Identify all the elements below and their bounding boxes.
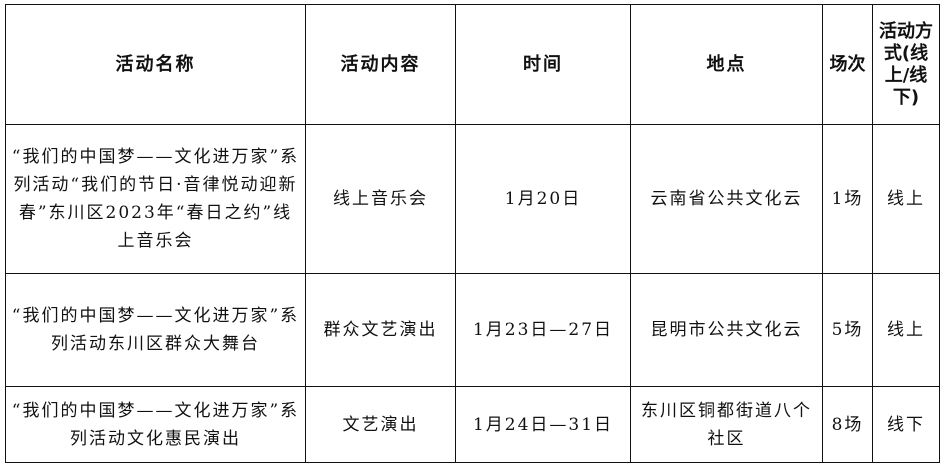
header-time: 时间 (455, 4, 631, 125)
cell-time: 1月23日—27日 (455, 273, 631, 387)
cell-mode: 线上 (872, 124, 940, 274)
cell-content: 群众文艺演出 (305, 273, 456, 387)
cell-sessions: 5场 (822, 273, 873, 387)
activity-table: 活动名称 活动内容 时间 地点 场次 活动方式(线上/线下) “我们的中国梦——… (5, 4, 940, 463)
cell-time: 1月20日 (455, 124, 631, 274)
header-place: 地点 (630, 4, 823, 125)
cell-sessions: 8场 (822, 386, 873, 463)
header-sessions: 场次 (822, 4, 873, 125)
cell-place: 云南省公共文化云 (630, 124, 823, 274)
cell-content: 线上音乐会 (305, 124, 456, 274)
cell-time: 1月24日—31日 (455, 386, 631, 463)
table-row: “我们的中国梦——文化进万家”系列活动东川区群众大舞台 群众文艺演出 1月23日… (5, 273, 940, 387)
table-row: “我们的中国梦——文化进万家”系列活动文化惠民演出 文艺演出 1月24日—31日… (5, 386, 940, 463)
cell-name: “我们的中国梦——文化进万家”系列活动文化惠民演出 (5, 386, 306, 463)
cell-name: “我们的中国梦——文化进万家”系列活动东川区群众大舞台 (5, 273, 306, 387)
cell-sessions: 1场 (822, 124, 873, 274)
header-mode: 活动方式(线上/线下) (872, 4, 940, 125)
cell-mode: 线上 (872, 273, 940, 387)
cell-place: 东川区铜都街道八个社区 (630, 386, 823, 463)
header-name: 活动名称 (5, 4, 306, 125)
header-content: 活动内容 (305, 4, 456, 125)
cell-place: 昆明市公共文化云 (630, 273, 823, 387)
cell-content: 文艺演出 (305, 386, 456, 463)
cell-mode: 线下 (872, 386, 940, 463)
cell-name: “我们的中国梦——文化进万家”系列活动“我们的节日·音律悦动迎新春”东川区202… (5, 124, 306, 274)
table-row: “我们的中国梦——文化进万家”系列活动“我们的节日·音律悦动迎新春”东川区202… (5, 124, 940, 274)
header-row: 活动名称 活动内容 时间 地点 场次 活动方式(线上/线下) (5, 4, 940, 125)
